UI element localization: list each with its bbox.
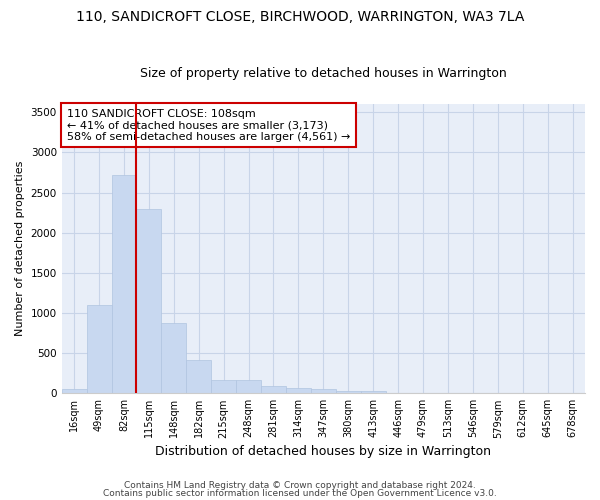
Bar — [186, 360, 211, 394]
Title: Size of property relative to detached houses in Warrington: Size of property relative to detached ho… — [140, 66, 507, 80]
Text: 110, SANDICROFT CLOSE, BIRCHWOOD, WARRINGTON, WA3 7LA: 110, SANDICROFT CLOSE, BIRCHWOOD, WARRIN… — [76, 10, 524, 24]
Y-axis label: Number of detached properties: Number of detached properties — [15, 161, 25, 336]
Bar — [361, 392, 386, 394]
Bar — [261, 386, 286, 394]
Text: Contains public sector information licensed under the Open Government Licence v3: Contains public sector information licen… — [103, 488, 497, 498]
X-axis label: Distribution of detached houses by size in Warrington: Distribution of detached houses by size … — [155, 444, 491, 458]
Bar — [112, 175, 136, 394]
Bar — [286, 388, 311, 394]
Bar — [161, 322, 186, 394]
Bar — [236, 380, 261, 394]
Bar — [336, 391, 361, 394]
Bar — [211, 380, 236, 394]
Text: 110 SANDICROFT CLOSE: 108sqm
← 41% of detached houses are smaller (3,173)
58% of: 110 SANDICROFT CLOSE: 108sqm ← 41% of de… — [67, 108, 350, 142]
Bar — [136, 210, 161, 394]
Bar — [311, 389, 336, 394]
Text: Contains HM Land Registry data © Crown copyright and database right 2024.: Contains HM Land Registry data © Crown c… — [124, 481, 476, 490]
Bar — [86, 305, 112, 394]
Bar — [62, 390, 86, 394]
